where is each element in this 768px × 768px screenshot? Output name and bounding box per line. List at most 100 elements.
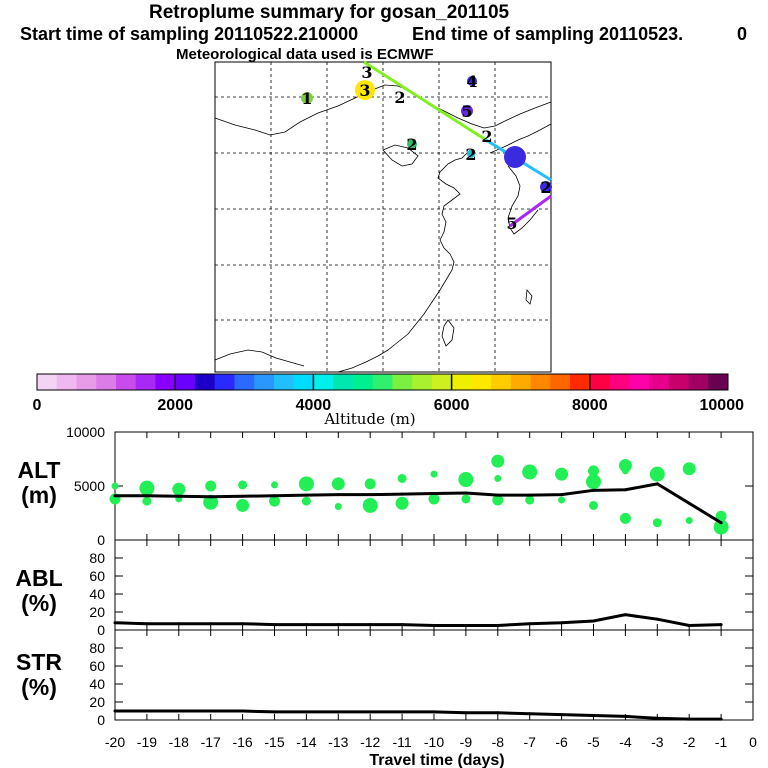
x-tick-label: -5 (587, 734, 600, 750)
colorbar-swatch (649, 374, 670, 390)
abl-series-point (400, 623, 404, 627)
colorbar-swatch (333, 374, 354, 390)
x-tick-label: -6 (555, 734, 568, 750)
colorbar-swatch (392, 374, 413, 390)
cluster-point (236, 498, 250, 512)
cluster-point (430, 470, 438, 478)
cluster-point (586, 474, 601, 490)
traj-label: 1 (301, 89, 312, 108)
trajectory-markers (301, 76, 552, 193)
start-time-label: Start time of sampling 20110522.210000 (20, 24, 359, 44)
str-series-point (273, 710, 276, 714)
colorbar-tick-label: 6000 (434, 397, 470, 414)
cluster-point (331, 477, 345, 491)
colorbar-swatch (510, 374, 532, 390)
alt-series-point (432, 492, 436, 496)
colorbar-swatch (194, 374, 216, 390)
colorbar-swatch (293, 374, 314, 390)
str-frame (114, 629, 754, 721)
cluster-point (172, 482, 186, 496)
abl-series-point (687, 624, 691, 627)
marker-blue-4 (467, 76, 477, 86)
alt-series-point (241, 494, 245, 498)
abl-series-point (528, 622, 532, 626)
x-tick-label: -7 (523, 734, 536, 750)
str-series-point (719, 717, 723, 721)
cluster-point (301, 496, 311, 506)
x-tick-label: -2 (683, 734, 696, 750)
abl-series-point (496, 624, 500, 627)
colorbar-swatch (530, 374, 551, 390)
str-series-point (241, 709, 245, 713)
cluster-point (458, 472, 474, 488)
colorbar-swatch (471, 374, 492, 390)
cluster-point (621, 467, 629, 475)
y-tick-label: 40 (89, 676, 105, 692)
colorbar-swatch (412, 374, 433, 390)
abl-series-point (719, 623, 723, 627)
marker-blue-large (504, 146, 526, 168)
x-tick-label: -8 (492, 734, 505, 750)
cluster-point (269, 495, 280, 507)
abl-series-point (560, 621, 564, 625)
traj-label: 2 (406, 135, 417, 154)
abl-series-point (368, 623, 372, 627)
abl-series-point (273, 623, 276, 627)
colorbar-tick-label: 0 (33, 397, 42, 414)
coastlines (214, 84, 552, 373)
cluster-point (203, 494, 219, 510)
y-tick-label: 60 (89, 568, 105, 584)
x-tick-label: -9 (460, 734, 473, 750)
x-tick-label: -12 (360, 734, 380, 750)
cluster-point (682, 462, 696, 476)
y-tick-label: 40 (89, 586, 105, 602)
cluster-point (525, 495, 535, 505)
traj-label: 2 (481, 127, 492, 146)
colorbar-label: Altitude (m) (323, 410, 415, 428)
colorbar-swatch (491, 374, 512, 390)
x-tick-label: -16 (232, 734, 252, 750)
traj-label: 4 (466, 72, 477, 91)
abl-frame (114, 539, 754, 631)
map-panel: 1 2 2 2 3 3 4 5 5 2 2 (214, 60, 552, 373)
alt-series-point (400, 492, 404, 496)
abl-series-point (145, 622, 149, 626)
end-time-suffix: 0 (737, 24, 748, 44)
x-tick-label: -10 (424, 734, 444, 750)
alt-series-point (113, 494, 117, 498)
colorbar-swatch (313, 374, 334, 390)
trajectory-labels: 1 2 2 2 3 3 4 5 5 2 2 (301, 63, 551, 233)
cluster-point (334, 503, 342, 511)
colorbar-swatch (155, 374, 176, 390)
colorbar-swatch (273, 374, 295, 390)
colorbar-tick-label: 2000 (157, 397, 193, 414)
abl-series-point (464, 624, 468, 627)
y-tick-label: 80 (89, 640, 105, 656)
colorbar: 0 2000 4000 6000 8000 10000 (33, 373, 745, 414)
alt-series-point (336, 493, 340, 497)
abl-panel: 80 60 40 20 0 (89, 539, 754, 638)
x-tick-label: -13 (328, 734, 348, 750)
str-series-point (655, 716, 659, 720)
x-axis-label: Travel time (days) (369, 752, 504, 768)
colorbar-tick-label: 10000 (700, 397, 745, 414)
cluster-point (618, 458, 632, 472)
y-tick-label: 20 (89, 694, 105, 710)
cluster-point (428, 493, 440, 505)
end-time-label: End time of sampling 20110523. (412, 24, 684, 44)
str-series-line (115, 709, 722, 721)
str-series-point (209, 709, 213, 713)
x-tick-label: -20 (105, 734, 125, 750)
str-series-point (304, 710, 308, 714)
x-tick-label: -4 (619, 734, 632, 750)
str-series-point (336, 710, 340, 714)
x-tick-label: -14 (296, 734, 316, 750)
cluster-point (588, 465, 599, 477)
alt-series-point (273, 494, 276, 498)
cluster-point (522, 464, 538, 480)
traj-label: 2 (540, 178, 551, 197)
cluster-point (142, 496, 152, 506)
abl-series-point (241, 622, 245, 626)
colorbar-swatch (708, 374, 729, 390)
